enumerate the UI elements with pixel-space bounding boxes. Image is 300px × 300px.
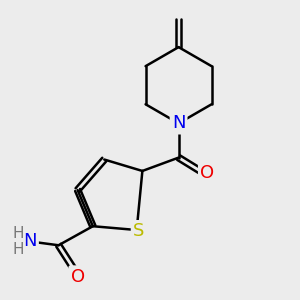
Text: S: S [133,222,144,240]
Text: N: N [23,232,37,250]
Text: H: H [12,226,23,241]
Text: O: O [200,164,214,182]
Text: N: N [172,114,185,132]
Text: O: O [70,268,85,286]
Text: H: H [12,242,23,257]
